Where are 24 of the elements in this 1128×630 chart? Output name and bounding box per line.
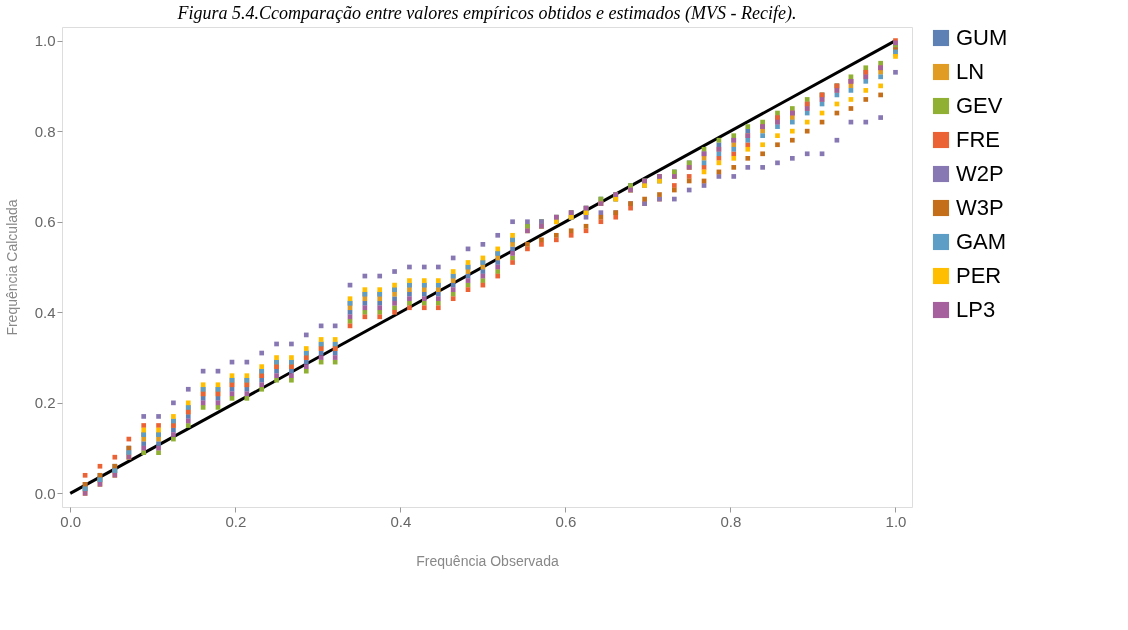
legend-label: LN — [956, 59, 985, 84]
legend-label: GEV — [956, 93, 1003, 118]
x-tick-label: 0.6 — [555, 512, 577, 530]
y-tick-label: 0.6 — [34, 213, 56, 231]
x-tick-label: 0.0 — [60, 512, 82, 530]
chart-title: Figura 5.4.Ccomparação entre valores empíricos obtidos e estimados (MVS - Recife). — [176, 3, 797, 24]
x-tick-label: 0.8 — [720, 512, 742, 530]
y-tick-label: 0.2 — [34, 394, 56, 412]
x-tick-label: 0.2 — [225, 512, 247, 530]
y-tick-label: 0.8 — [34, 122, 56, 140]
y-tick-label: 0.0 — [34, 484, 56, 502]
legend-label: W3P — [956, 195, 1004, 220]
legend-label: FRE — [956, 127, 1000, 152]
x-axis-title: Frequência Observada — [416, 552, 559, 569]
legend-label: PER — [956, 263, 1002, 288]
x-tick-label: 0.4 — [390, 512, 412, 530]
y-axis-title: Frequência Calculada — [3, 199, 20, 336]
legend-label: W2P — [956, 161, 1004, 186]
y-tick-label: 1.0 — [34, 32, 56, 50]
legend-label: LP3 — [956, 297, 996, 322]
x-tick-label: 1.0 — [885, 512, 907, 530]
legend-label: GUM — [956, 25, 1008, 50]
legend-label: GAM — [956, 229, 1007, 254]
y-tick-label: 0.4 — [34, 303, 56, 321]
